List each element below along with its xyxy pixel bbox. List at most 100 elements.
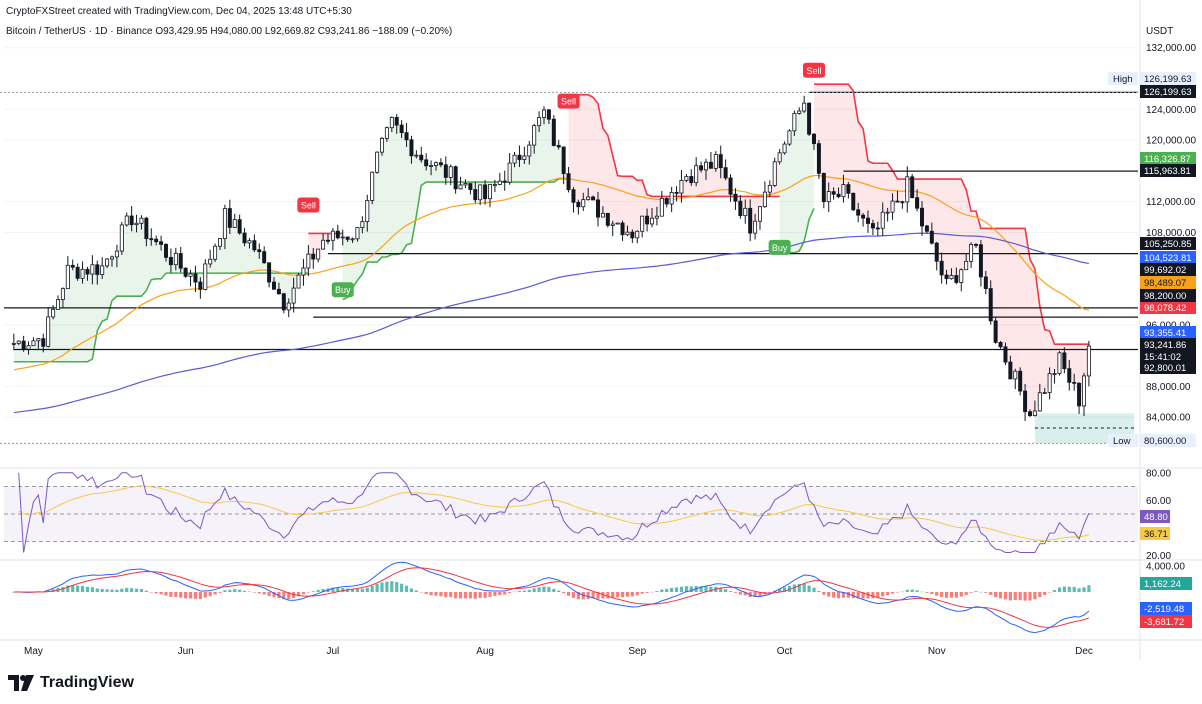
- macd-histogram-bar: [802, 583, 806, 592]
- candle-body: [586, 196, 591, 201]
- macd-histogram-bar: [866, 592, 870, 599]
- tradingview-logo[interactable]: TradingView: [8, 674, 134, 692]
- candle-body: [836, 193, 841, 198]
- macd-histogram-bar: [836, 592, 841, 599]
- candle-body: [124, 215, 129, 226]
- macd-histogram-bar: [110, 589, 114, 592]
- candle-body: [831, 191, 836, 195]
- candle-body: [222, 208, 227, 239]
- candle-body: [375, 151, 380, 173]
- macd-histogram-bar: [596, 592, 600, 599]
- candle-body: [114, 250, 119, 258]
- macd-histogram-bar: [409, 588, 414, 592]
- macd-histogram-bar: [498, 592, 502, 596]
- rsi-tick-label: 20.00: [1146, 551, 1171, 562]
- macd-value: -2,519.48: [1144, 604, 1184, 615]
- macd-histogram-bar: [223, 590, 227, 592]
- sell-signal-badge: [803, 62, 825, 78]
- macd-histogram-bar: [611, 592, 615, 599]
- macd-histogram-bar: [591, 592, 595, 599]
- macd-histogram-bar: [1043, 592, 1047, 595]
- candle-body: [1032, 410, 1037, 416]
- candle-body: [306, 253, 311, 269]
- axis-price-label: 104,523.81: [1144, 253, 1192, 264]
- candle-body: [80, 268, 85, 279]
- price-axis-currency: USDT: [1146, 26, 1174, 37]
- candle-body: [51, 308, 56, 318]
- candle-body: [954, 275, 959, 283]
- rsi-ma-value: 36.71: [1144, 529, 1168, 540]
- candle-body: [758, 206, 762, 222]
- candle-body: [311, 253, 316, 260]
- macd-histogram-bar: [753, 592, 757, 598]
- price-tick-label: 96,000.00: [1146, 320, 1191, 331]
- level-price-label-bg: [1140, 361, 1196, 374]
- macd-histogram-bar: [586, 592, 590, 599]
- macd-histogram-bar: [890, 592, 895, 594]
- macd-histogram-bar: [684, 586, 688, 592]
- macd-histogram-bar: [557, 590, 561, 592]
- macd-histogram-bar: [311, 591, 315, 592]
- candle-body: [993, 320, 998, 343]
- axis-price-label-bg: [1140, 276, 1196, 289]
- candle-body: [620, 222, 625, 236]
- macd-histogram-bar: [503, 592, 507, 595]
- candle-body: [767, 185, 772, 193]
- time-tick-label: Oct: [777, 646, 793, 657]
- axis-price-label-bg: [1140, 152, 1196, 165]
- macd-histogram-bar: [242, 590, 247, 592]
- price-tick-label: 124,000.00: [1146, 105, 1196, 116]
- candle-body: [291, 287, 296, 304]
- macd-histogram-bar: [458, 592, 463, 599]
- buy-signal-badge: [768, 239, 791, 255]
- macd-histogram-bar: [655, 591, 659, 592]
- candle-body: [998, 341, 1003, 348]
- candle-body: [527, 144, 532, 157]
- macd-histogram-bar: [650, 591, 654, 593]
- macd-histogram-bar: [454, 592, 458, 599]
- candle-body: [512, 154, 517, 164]
- candle-body: [31, 340, 36, 347]
- level-price-label: 105,250.85: [1144, 239, 1192, 250]
- macd-histogram-bar: [341, 588, 345, 592]
- candle-body: [272, 281, 276, 290]
- candle-body: [247, 240, 252, 244]
- candle-body: [841, 184, 846, 198]
- macd-histogram-bar: [812, 587, 816, 592]
- macd-histogram-bar: [944, 592, 949, 598]
- candle-body: [556, 145, 561, 148]
- time-axis: May Jun Jul Aug Sep Oct Nov Dec: [24, 646, 1093, 657]
- candle-body: [576, 201, 581, 208]
- symbol-name[interactable]: Bitcoin / TetherUS · 1D · Binance: [6, 26, 153, 37]
- macd-histogram-bar: [758, 592, 762, 597]
- macd-histogram-bar: [606, 592, 610, 599]
- candle-body: [41, 338, 46, 347]
- macd-histogram-bar: [355, 588, 360, 592]
- macd-histogram-bar: [404, 585, 409, 592]
- candle-body: [694, 165, 699, 184]
- macd-histogram-bar: [336, 587, 340, 592]
- price-tick-label: 112,000.00: [1146, 197, 1196, 208]
- axis-tag-bg: [1108, 434, 1138, 447]
- macd-histogram-bar: [115, 589, 119, 592]
- candle-body: [95, 264, 100, 275]
- macd-histogram-bar: [792, 584, 796, 592]
- candle-body: [517, 154, 522, 160]
- candle-body: [728, 177, 733, 195]
- candle-body: [90, 264, 95, 275]
- tradingview-logo-icon: [8, 675, 34, 691]
- macd-histogram-bar: [994, 592, 998, 598]
- candle-body: [370, 171, 375, 201]
- candle-body: [645, 215, 650, 225]
- candle-body: [890, 200, 895, 213]
- candle-body: [870, 223, 875, 229]
- macd-histogram-bar: [1018, 592, 1022, 601]
- candle-body: [959, 269, 964, 283]
- candle-body: [399, 124, 404, 134]
- candle-body: [821, 172, 826, 203]
- macd-histogram-bar: [527, 589, 531, 592]
- axis-price-label: 80,600.00: [1144, 436, 1186, 447]
- macd-histogram-bar: [542, 586, 546, 592]
- candle-body: [733, 193, 738, 202]
